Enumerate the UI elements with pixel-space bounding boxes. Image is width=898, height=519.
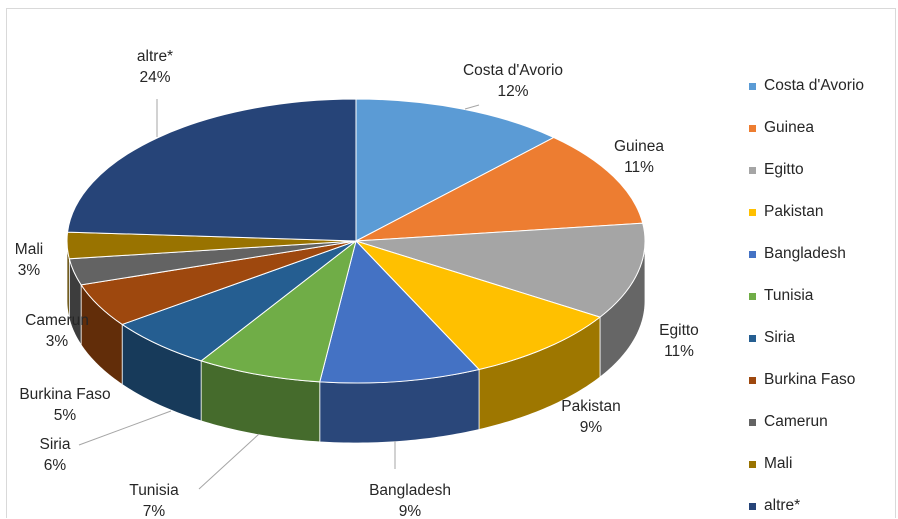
legend-label-siria: Siria [764, 329, 796, 346]
legend-item-pakistan[interactable]: Pakistan [749, 201, 823, 223]
legend-label-tunisia: Tunisia [764, 287, 814, 304]
slice-tunisia[interactable] [200, 239, 357, 383]
legend-swatch-tunisia [749, 292, 756, 300]
legend-item-burkina-faso[interactable]: Burkina Faso [749, 369, 855, 391]
data-label-name-camerun: Camerun [25, 312, 89, 329]
legend-label-burkina-faso: Burkina Faso [764, 371, 856, 388]
legend-swatch-camerun [749, 418, 756, 426]
legend-swatch-egitto [749, 166, 756, 174]
data-label-value-guinea: 11% [624, 159, 654, 176]
data-label-value-costa-davorio: 12% [497, 83, 528, 100]
legend-item-tunisia[interactable]: Tunisia [749, 285, 813, 307]
slice-altre[interactable] [67, 98, 357, 242]
legend-item-egitto[interactable]: Egitto [749, 159, 804, 181]
data-label-name-siria: Siria [39, 436, 70, 453]
legend-item-bangladesh[interactable]: Bangladesh [749, 243, 846, 265]
leader-line-siria [78, 410, 172, 446]
data-label-name-burkina-faso: Burkina Faso [19, 386, 110, 403]
data-label-name-mali: Mali [15, 241, 43, 258]
data-label-value-mali: 3% [18, 262, 41, 279]
legend-item-siria[interactable]: Siria [749, 327, 795, 349]
data-label-value-egitto: 11% [664, 343, 694, 360]
data-label-value-camerun: 3% [46, 333, 69, 350]
legend-swatch-guinea [749, 124, 756, 132]
data-label-name-altre: altre* [137, 48, 173, 65]
leader-line-costa-davorio [464, 104, 480, 110]
legend-label-altre: altre* [764, 497, 801, 514]
legend-swatch-pakistan [749, 208, 756, 216]
data-label-name-egitto: Egitto [659, 322, 699, 339]
slice-pakistan[interactable] [355, 240, 602, 371]
data-label-name-costa-davorio: Costa d'Avorio [463, 62, 563, 79]
legend-item-mali[interactable]: Mali [749, 453, 792, 475]
legend-label-camerun: Camerun [764, 413, 828, 430]
data-label-value-altre: 24% [139, 69, 170, 86]
slice-bangladesh[interactable] [319, 240, 481, 384]
data-label-value-bangladesh: 9% [399, 503, 422, 519]
data-label-value-pakistan: 9% [580, 419, 603, 436]
legend-label-bangladesh: Bangladesh [764, 245, 846, 262]
legend-item-altre[interactable]: altre* [749, 495, 800, 517]
legend-swatch-bangladesh [749, 250, 756, 258]
leader-line-tunisia [198, 433, 260, 490]
legend-label-costa-davorio: Costa d'Avorio [764, 77, 865, 94]
chart-area: Costa d'Avorio 12% Guinea 11% Egitto 11% Pakis… [6, 8, 896, 519]
legend-label-guinea: Guinea [764, 119, 814, 136]
data-label-name-bangladesh: Bangladesh [369, 482, 451, 499]
slice-guinea[interactable] [355, 136, 644, 242]
legend-item-costa-davorio[interactable]: Costa d'Avorio [749, 75, 864, 97]
slice-costa-davorio[interactable] [355, 98, 555, 242]
legend-swatch-altre [749, 502, 756, 510]
data-label-value-tunisia: 7% [143, 503, 166, 519]
legend-label-egitto: Egitto [764, 161, 804, 178]
data-label-name-tunisia: Tunisia [129, 482, 179, 499]
pie-chart: Costa d'Avorio 12% Guinea 11% Egitto 11% Pakis… [15, 48, 699, 519]
data-label-name-pakistan: Pakistan [561, 398, 620, 415]
legend-item-guinea[interactable]: Guinea [749, 117, 814, 139]
data-label-name-guinea: Guinea [614, 138, 664, 155]
legend-swatch-siria [749, 334, 756, 342]
slice-egitto[interactable] [355, 222, 646, 318]
data-label-value-siria: 6% [44, 457, 67, 474]
legend-item-camerun[interactable]: Camerun [749, 411, 828, 433]
legend-swatch-mali [749, 460, 756, 468]
legend-label-pakistan: Pakistan [764, 203, 824, 220]
legend-swatch-costa-davorio [749, 82, 756, 90]
data-label-value-burkina-faso: 5% [54, 407, 77, 424]
legend-swatch-burkina-faso [749, 376, 756, 384]
legend-label-mali: Mali [764, 455, 793, 472]
